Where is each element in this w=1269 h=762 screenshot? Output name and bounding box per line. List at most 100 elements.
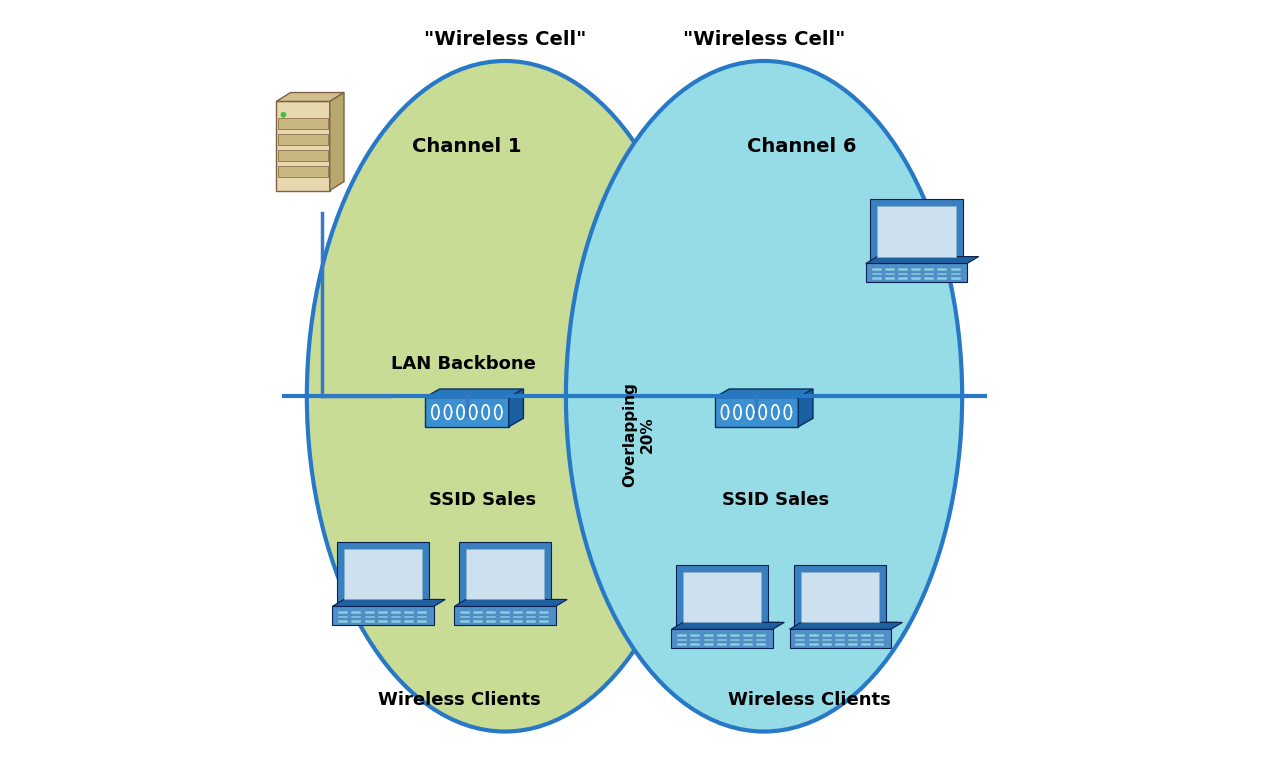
Polygon shape [898, 268, 907, 271]
Polygon shape [848, 639, 858, 642]
Polygon shape [703, 639, 713, 642]
Polygon shape [678, 634, 688, 636]
Text: SSID Sales: SSID Sales [429, 491, 536, 510]
Polygon shape [717, 639, 727, 642]
Text: Overlapping
20%: Overlapping 20% [622, 382, 655, 487]
Polygon shape [278, 166, 327, 177]
Polygon shape [352, 611, 362, 613]
Polygon shape [339, 611, 348, 613]
Polygon shape [671, 623, 784, 629]
Polygon shape [278, 150, 327, 161]
Polygon shape [277, 92, 344, 101]
Polygon shape [278, 134, 327, 145]
Polygon shape [862, 643, 872, 646]
Polygon shape [525, 616, 536, 619]
Polygon shape [911, 277, 921, 280]
Polygon shape [835, 634, 845, 636]
Polygon shape [500, 620, 510, 623]
Polygon shape [730, 639, 740, 642]
Polygon shape [898, 273, 907, 276]
Polygon shape [330, 92, 344, 190]
Polygon shape [486, 620, 496, 623]
Polygon shape [339, 616, 348, 619]
Polygon shape [796, 643, 806, 646]
Polygon shape [874, 639, 884, 642]
Polygon shape [486, 611, 496, 613]
Polygon shape [378, 611, 388, 613]
Polygon shape [678, 643, 688, 646]
Polygon shape [703, 634, 713, 636]
Polygon shape [865, 257, 978, 264]
Polygon shape [332, 600, 445, 607]
Polygon shape [378, 616, 388, 619]
Polygon shape [801, 572, 879, 623]
Polygon shape [391, 611, 401, 613]
Ellipse shape [566, 61, 962, 732]
Polygon shape [459, 542, 551, 607]
Polygon shape [808, 639, 819, 642]
Polygon shape [703, 643, 713, 646]
Polygon shape [404, 611, 414, 613]
Circle shape [282, 113, 286, 117]
Polygon shape [756, 643, 766, 646]
Polygon shape [717, 643, 727, 646]
Polygon shape [911, 273, 921, 276]
Polygon shape [871, 257, 975, 264]
Polygon shape [539, 616, 549, 619]
Polygon shape [744, 639, 753, 642]
Polygon shape [277, 101, 330, 190]
Polygon shape [690, 643, 700, 646]
Polygon shape [789, 623, 902, 629]
Polygon shape [717, 634, 727, 636]
Polygon shape [794, 623, 898, 629]
Polygon shape [690, 639, 700, 642]
Polygon shape [884, 277, 895, 280]
Polygon shape [798, 389, 813, 427]
Polygon shape [500, 611, 510, 613]
Polygon shape [796, 639, 806, 642]
Polygon shape [744, 643, 753, 646]
Polygon shape [525, 620, 536, 623]
Polygon shape [461, 620, 470, 623]
Polygon shape [364, 616, 374, 619]
Polygon shape [848, 643, 858, 646]
Polygon shape [924, 268, 934, 271]
Polygon shape [425, 398, 509, 427]
Text: SSID Sales: SSID Sales [722, 491, 829, 510]
Polygon shape [924, 277, 934, 280]
Polygon shape [884, 273, 895, 276]
Polygon shape [525, 611, 536, 613]
Polygon shape [473, 620, 483, 623]
Polygon shape [404, 616, 414, 619]
Polygon shape [872, 268, 882, 271]
Polygon shape [513, 611, 523, 613]
Polygon shape [500, 616, 510, 619]
Polygon shape [513, 620, 523, 623]
Polygon shape [338, 600, 440, 607]
Polygon shape [789, 629, 891, 648]
Polygon shape [822, 634, 831, 636]
Polygon shape [404, 620, 414, 623]
Polygon shape [822, 639, 831, 642]
Polygon shape [950, 273, 961, 276]
Polygon shape [950, 268, 961, 271]
Polygon shape [344, 549, 423, 600]
Text: Wireless Clients: Wireless Clients [378, 690, 541, 709]
Polygon shape [418, 616, 428, 619]
Polygon shape [835, 643, 845, 646]
Polygon shape [454, 607, 556, 625]
Polygon shape [877, 206, 956, 257]
Polygon shape [473, 616, 483, 619]
Polygon shape [352, 620, 362, 623]
Text: Channel 6: Channel 6 [747, 137, 857, 156]
Polygon shape [756, 634, 766, 636]
Polygon shape [425, 389, 523, 398]
Polygon shape [364, 620, 374, 623]
Text: Channel 1: Channel 1 [412, 137, 522, 156]
Polygon shape [872, 277, 882, 280]
Polygon shape [454, 600, 567, 607]
Polygon shape [938, 277, 948, 280]
Polygon shape [848, 634, 858, 636]
Polygon shape [466, 549, 544, 600]
Polygon shape [874, 643, 884, 646]
